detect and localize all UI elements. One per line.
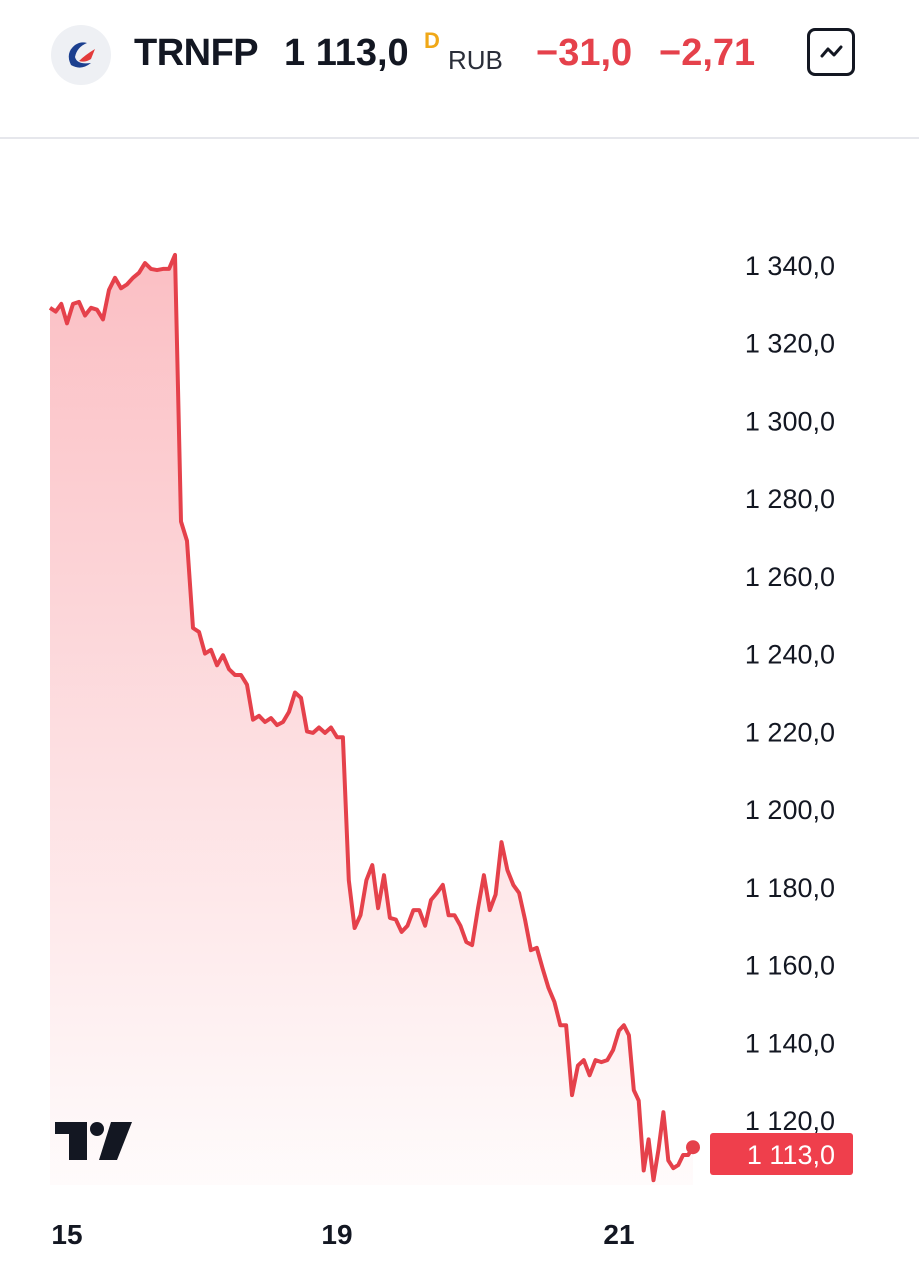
last-price-dot: [686, 1140, 700, 1155]
last-price-label: 1 113,0: [747, 1140, 835, 1170]
last-price: 1 113,0: [284, 32, 409, 74]
y-tick-label: 1 340,0: [745, 251, 835, 281]
line-chart-icon: [820, 45, 843, 58]
y-tick-label: 1 180,0: [745, 873, 835, 903]
y-tick-label: 1 240,0: [745, 640, 835, 670]
y-tick-label: 1 280,0: [745, 484, 835, 514]
y-tick-label: 1 140,0: [745, 1028, 835, 1058]
price-area-fill: [50, 254, 693, 1185]
chart-type-button[interactable]: [807, 28, 855, 76]
delayed-badge: D: [424, 28, 440, 53]
price-chart[interactable]: 1 340,0 1 320,0 1 300,0 1 280,0 1 260,0 1 240…: [0, 140, 919, 1280]
y-tick-label: 1 220,0: [745, 717, 835, 747]
y-tick-label: 1 300,0: [745, 406, 835, 436]
x-tick-label: 15: [51, 1219, 82, 1250]
last-price-label-bg: [710, 1133, 853, 1175]
quote-header: TRNFP 1 113,0 D RUB −31,0 −2,71: [0, 0, 919, 139]
price-change-percent: −2,71: [659, 32, 756, 74]
price-line: [48, 252, 695, 1183]
y-tick-label: 1 260,0: [745, 562, 835, 592]
x-tick-label: 19: [321, 1219, 352, 1250]
price-change: −31,0: [536, 32, 633, 74]
currency: RUB: [448, 45, 503, 75]
ticker-symbol[interactable]: TRNFP: [134, 32, 259, 74]
y-tick-label: 1 200,0: [745, 795, 835, 825]
y-tick-label: 1 320,0: [745, 329, 835, 359]
transneft-logo-icon: [51, 25, 111, 85]
y-tick-label: 1 120,0: [745, 1106, 835, 1136]
y-tick-label: 1 160,0: [745, 951, 835, 981]
tradingview-logo[interactable]: [55, 1122, 132, 1160]
x-tick-label: 21: [603, 1219, 634, 1250]
